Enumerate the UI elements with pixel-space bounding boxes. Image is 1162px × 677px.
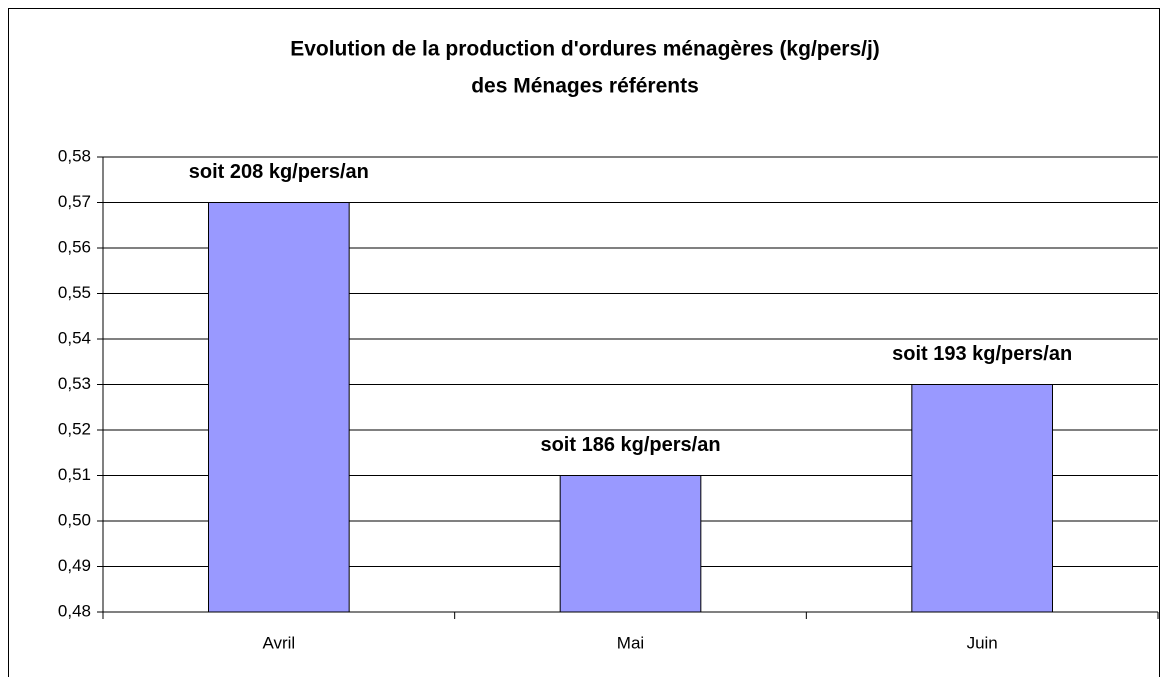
y-tick-label: 0,48 bbox=[58, 601, 91, 620]
annotation: soit 208 kg/pers/an bbox=[189, 161, 369, 183]
y-tick-label: 0,51 bbox=[58, 465, 91, 484]
y-tick-label: 0,55 bbox=[58, 283, 91, 302]
y-tick-label: 0,58 bbox=[58, 146, 91, 165]
chart-title: Evolution de la production d'ordures mén… bbox=[290, 38, 880, 61]
y-tick-label: 0,56 bbox=[58, 237, 91, 256]
annotation: soit 193 kg/pers/an bbox=[892, 343, 1072, 365]
x-tick-label: Mai bbox=[617, 633, 644, 652]
annotation: soit 186 kg/pers/an bbox=[540, 434, 720, 456]
bar bbox=[911, 384, 1053, 613]
bar bbox=[559, 475, 702, 613]
bar bbox=[208, 202, 350, 613]
x-tick-label: Avril bbox=[262, 633, 295, 652]
y-tick-label: 0,49 bbox=[58, 556, 91, 575]
y-tick-label: 0,53 bbox=[58, 374, 91, 393]
x-tick-label: Juin bbox=[967, 633, 998, 652]
y-tick-label: 0,57 bbox=[58, 192, 91, 211]
y-tick-label: 0,52 bbox=[58, 419, 91, 438]
chart-subtitle: des Ménages référents bbox=[471, 75, 699, 98]
y-tick-label: 0,54 bbox=[58, 328, 91, 347]
y-tick-label: 0,50 bbox=[58, 510, 91, 529]
